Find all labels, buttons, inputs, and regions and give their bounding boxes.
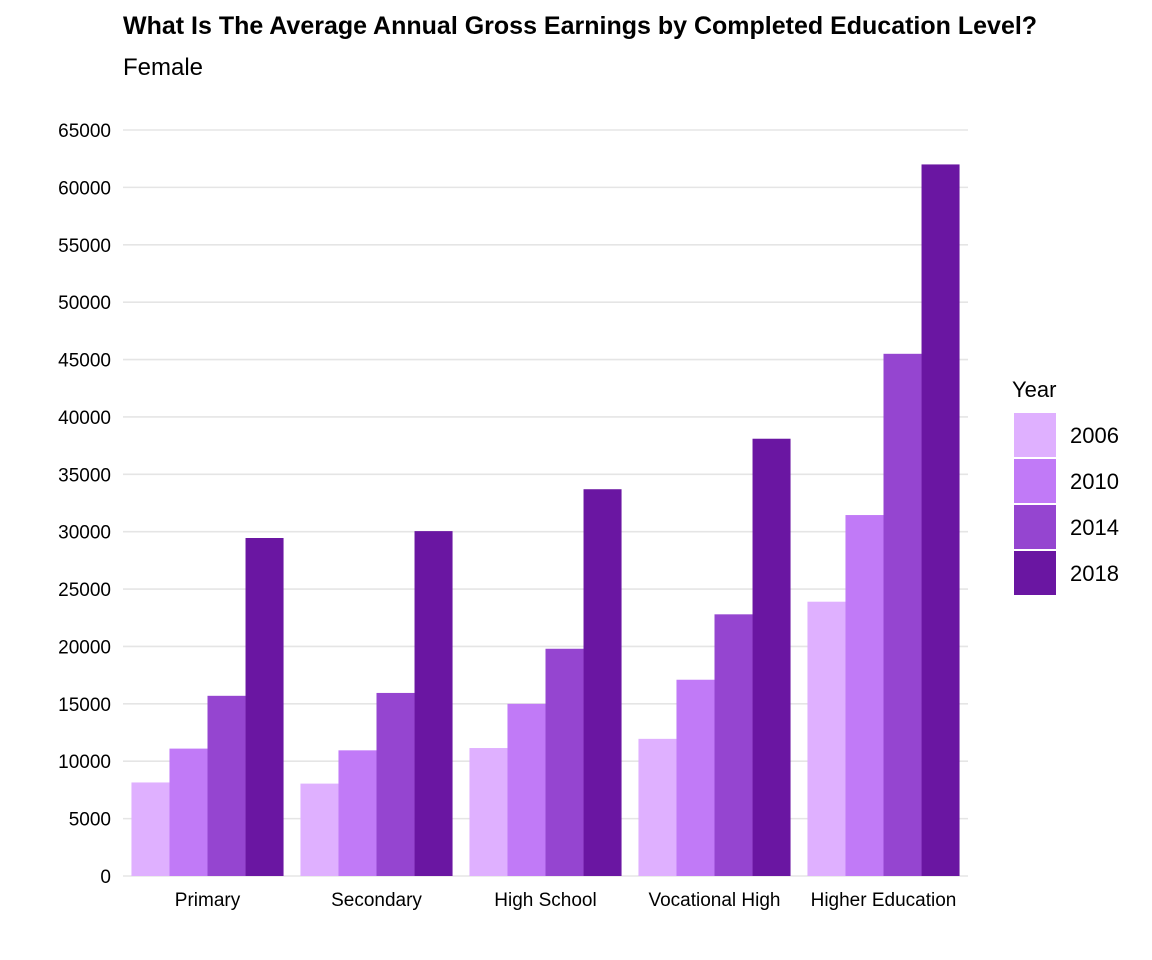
x-tick-label: Higher Education: [811, 890, 957, 911]
bar-2006-primary: [131, 782, 170, 876]
bar-2018-primary: [245, 538, 284, 876]
legend-title: Year: [1012, 377, 1056, 402]
legend-key-2010: [1014, 459, 1056, 503]
y-tick-label: 10000: [58, 752, 111, 773]
bar-2014-primary: [207, 695, 246, 876]
y-tick-label: 20000: [58, 637, 111, 658]
bar-2006-high-school: [469, 748, 508, 876]
x-tick-label: Vocational High: [648, 890, 780, 911]
bar-2006-vocational-high: [638, 738, 677, 876]
y-tick-label: 30000: [58, 523, 111, 544]
legend: Year 2006 2010 2014 2018: [1012, 377, 1119, 595]
y-tick-label: 50000: [58, 293, 111, 314]
x-tick-label: High School: [494, 890, 596, 911]
y-tick-label: 55000: [58, 236, 111, 257]
y-tick-label: 40000: [58, 408, 111, 429]
bar-2006-secondary: [300, 783, 339, 876]
y-axis-ticks: 0 5000 10000 15000 20000 25000 30000 35000 40000…: [58, 121, 111, 888]
legend-label-2018: 2018: [1070, 561, 1119, 586]
legend-label-2014: 2014: [1070, 515, 1119, 540]
bar-2014-secondary: [376, 692, 415, 876]
y-tick-label: 15000: [58, 695, 111, 716]
y-tick-label: 0: [100, 867, 111, 888]
bar-2014-high-school: [545, 648, 584, 876]
bars: [131, 164, 960, 876]
y-tick-label: 65000: [58, 121, 111, 142]
bar-2010-higher-education: [845, 515, 884, 876]
bar-2010-vocational-high: [676, 679, 715, 876]
legend-key-2018: [1014, 551, 1056, 595]
legend-label-2006: 2006: [1070, 423, 1119, 448]
x-tick-label: Primary: [175, 890, 241, 911]
y-tick-label: 5000: [69, 810, 111, 831]
bar-2006-higher-education: [807, 601, 846, 876]
bar-2018-high-school: [583, 489, 622, 876]
bar-2018-higher-education: [921, 164, 960, 876]
bar-2014-higher-education: [883, 353, 922, 876]
y-tick-label: 60000: [58, 178, 111, 199]
bar-2018-secondary: [414, 531, 453, 876]
bar-2010-high-school: [507, 703, 546, 876]
y-tick-label: 35000: [58, 465, 111, 486]
bar-2010-secondary: [338, 750, 377, 876]
legend-key-2006: [1014, 413, 1056, 457]
bar-2018-vocational-high: [752, 438, 791, 876]
legend-label-2010: 2010: [1070, 469, 1119, 494]
chart-subtitle: Female: [123, 54, 204, 81]
bar-2010-primary: [169, 748, 208, 876]
legend-key-2014: [1014, 505, 1056, 549]
x-tick-label: Secondary: [331, 890, 422, 911]
y-tick-label: 25000: [58, 580, 111, 601]
bar-2014-vocational-high: [714, 614, 753, 876]
chart-title: What Is The Average Annual Gross Earning…: [123, 12, 1038, 40]
x-axis-ticks: Primary Secondary High School Vocational Hi…: [175, 890, 957, 911]
y-tick-label: 45000: [58, 351, 111, 372]
